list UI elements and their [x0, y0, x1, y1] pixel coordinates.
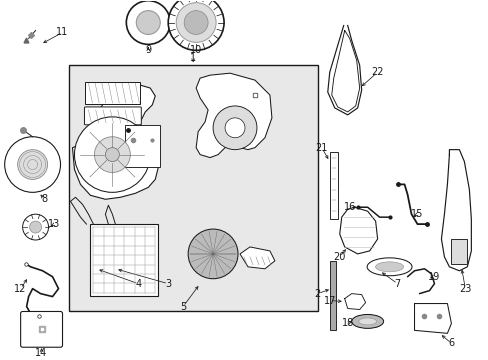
Bar — [450, 239, 467, 264]
Polygon shape — [339, 207, 377, 254]
Text: 4: 4 — [135, 279, 141, 289]
Polygon shape — [240, 247, 274, 269]
Text: 12: 12 — [15, 284, 27, 294]
Bar — [90, 224, 158, 296]
Text: 9: 9 — [145, 45, 151, 55]
Polygon shape — [414, 303, 450, 333]
Ellipse shape — [351, 315, 383, 328]
Text: 22: 22 — [370, 67, 383, 77]
Text: 23: 23 — [458, 284, 470, 294]
Text: 5: 5 — [180, 302, 186, 311]
Circle shape — [126, 1, 170, 44]
Text: 10: 10 — [190, 45, 202, 55]
Circle shape — [136, 11, 160, 35]
Text: 13: 13 — [48, 219, 61, 229]
Bar — [68, 65, 317, 311]
Text: 16: 16 — [343, 202, 355, 212]
Polygon shape — [441, 150, 470, 271]
Text: 15: 15 — [410, 209, 423, 219]
Circle shape — [188, 229, 238, 279]
Circle shape — [224, 118, 244, 138]
Circle shape — [213, 106, 256, 150]
Circle shape — [74, 117, 150, 192]
FancyBboxPatch shape — [20, 311, 62, 347]
Circle shape — [30, 221, 41, 233]
Circle shape — [94, 137, 130, 172]
Text: 14: 14 — [36, 348, 48, 358]
Ellipse shape — [375, 262, 403, 272]
Text: 19: 19 — [427, 272, 440, 282]
Polygon shape — [196, 73, 271, 158]
Circle shape — [168, 0, 224, 50]
Text: 3: 3 — [165, 279, 171, 289]
Circle shape — [5, 137, 61, 192]
Circle shape — [176, 3, 216, 42]
Polygon shape — [344, 294, 365, 310]
Polygon shape — [72, 85, 158, 199]
Text: 11: 11 — [56, 27, 68, 37]
Text: 7: 7 — [394, 279, 400, 289]
Text: 8: 8 — [41, 194, 47, 204]
Ellipse shape — [358, 318, 376, 325]
Bar — [329, 152, 337, 219]
FancyBboxPatch shape — [84, 107, 141, 125]
Text: 2: 2 — [314, 289, 320, 298]
Bar — [85, 82, 140, 104]
Text: 18: 18 — [341, 318, 353, 328]
Text: 1: 1 — [190, 53, 196, 63]
Text: 21: 21 — [315, 143, 327, 153]
Bar — [329, 261, 335, 330]
Text: 6: 6 — [447, 338, 453, 348]
Circle shape — [18, 150, 47, 179]
Ellipse shape — [366, 258, 411, 276]
Circle shape — [184, 11, 208, 35]
Bar — [125, 125, 160, 167]
Text: 20: 20 — [333, 252, 345, 262]
Circle shape — [22, 214, 48, 240]
Circle shape — [105, 148, 119, 162]
Polygon shape — [327, 26, 361, 115]
Text: 17: 17 — [323, 296, 335, 306]
